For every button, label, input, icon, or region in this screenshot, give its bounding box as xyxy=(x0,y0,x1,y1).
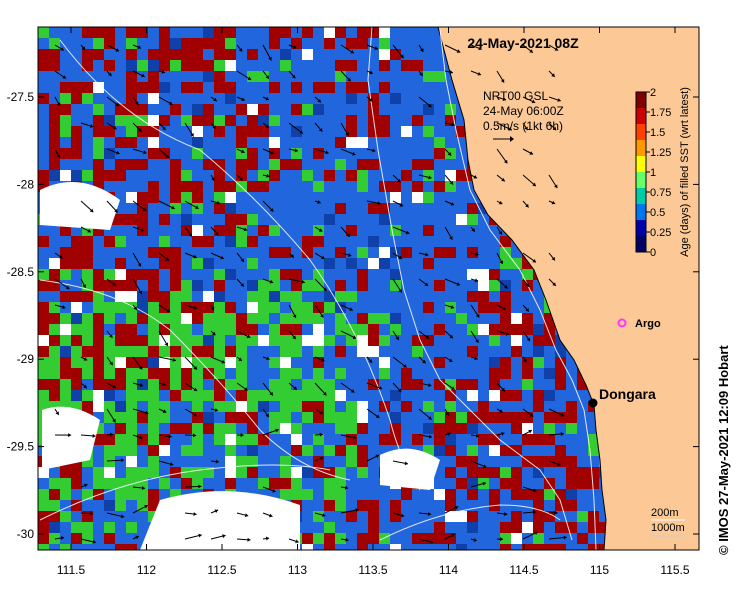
x-tick-label: 111.5 xyxy=(57,563,86,577)
colorbar-swatch xyxy=(636,124,646,141)
map-frame xyxy=(37,26,700,551)
y-tick-label: -28 xyxy=(17,177,35,191)
scale-arrow-icon xyxy=(493,136,514,142)
dongara-dot-icon xyxy=(588,398,598,408)
colorbar-tick-label: 1.5 xyxy=(650,127,665,139)
colorbar-swatches xyxy=(636,92,646,253)
bathymetry-contours xyxy=(39,27,597,550)
colorbar-swatch xyxy=(636,92,646,109)
colorbar-ticks: 2 1.75 1.5 1.25 1 0.75 0.5 0.25 0 xyxy=(646,87,671,259)
colorbar-tick-label: 1 xyxy=(650,167,656,179)
y-tick-label: -27.5 xyxy=(7,90,35,104)
colorbar-tick-label: 1.25 xyxy=(650,147,671,159)
x-tick-label: 113.5 xyxy=(358,563,387,577)
depth-legend: 200m 1000m xyxy=(651,507,685,537)
x-tick-label: 115.5 xyxy=(660,563,689,577)
colorbar-tick-label: 1.75 xyxy=(650,107,671,119)
map-plot-area xyxy=(38,27,699,550)
dongara-marker: Dongara xyxy=(588,386,656,408)
y-tick-label: -29.5 xyxy=(7,440,35,454)
colorbar-tick-label: 0.75 xyxy=(650,187,671,199)
x-tick-label: 115 xyxy=(590,563,609,577)
colorbar-tick-label: 0.25 xyxy=(650,227,671,239)
colorbar-swatch xyxy=(636,204,646,221)
argo-label: Argo xyxy=(635,318,661,330)
y-axis: -27.5 -28 -28.5 -29 -29.5 -30 xyxy=(7,90,699,541)
depth-legend-200m: 200m xyxy=(651,507,679,519)
x-tick-label: 114 xyxy=(439,563,458,577)
colorbar-tick-label: 2 xyxy=(650,87,656,99)
current-scale-label: 0.5m/s (1kt 6h) xyxy=(483,119,563,133)
y-tick-label: -28.5 xyxy=(7,265,35,279)
x-tick-label: 113 xyxy=(288,563,307,577)
argo-marker: Argo xyxy=(617,318,661,330)
map-title: 24-May-2021 08Z xyxy=(467,35,579,51)
depth-legend-1000m: 1000m xyxy=(651,522,685,534)
colorbar-swatch xyxy=(636,172,646,189)
colorbar-tick-label: 0 xyxy=(650,247,656,259)
colorbar-swatch xyxy=(636,188,646,205)
current-source-label: NRT00 GSL xyxy=(483,89,548,103)
colorbar: 2 1.75 1.5 1.25 1 0.75 0.5 0.25 0 Age (days) of … xyxy=(635,87,691,259)
colorbar-swatch xyxy=(636,156,646,173)
x-tick-label: 112.5 xyxy=(207,563,236,577)
colorbar-title: Age (days) of filled SST (wrt latest) xyxy=(679,87,691,257)
x-tick-label: 112 xyxy=(137,563,156,577)
y-tick-label: -30 xyxy=(17,527,35,541)
x-tick-label: 114.5 xyxy=(509,563,538,577)
no-data-patches xyxy=(40,182,440,550)
current-vectors xyxy=(54,44,567,544)
colorbar-swatch xyxy=(636,140,646,157)
current-time-label: 24-May 06:00Z xyxy=(483,104,564,118)
colorbar-swatch xyxy=(636,220,646,237)
colorbar-tick-label: 0.5 xyxy=(650,207,665,219)
colorbar-swatch xyxy=(636,236,646,253)
argo-icon xyxy=(617,318,627,328)
x-axis: 111.5 112 112.5 113 113.5 114 114.5 115 115.5 xyxy=(57,27,690,577)
copyright-label: © IMOS 27-May-2021 12:09 Hobart xyxy=(716,345,731,555)
dongara-label: Dongara xyxy=(599,386,656,402)
y-tick-label: -29 xyxy=(17,352,35,366)
colorbar-swatch xyxy=(636,108,646,125)
